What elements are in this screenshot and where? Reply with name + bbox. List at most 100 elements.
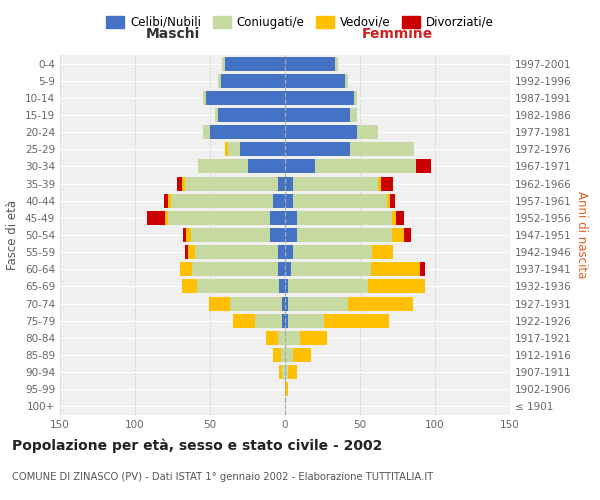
- Bar: [186, 228, 191, 242]
- Bar: [203, 91, 205, 105]
- Bar: [297, 211, 392, 225]
- Text: Maschi: Maschi: [145, 28, 200, 42]
- Bar: [404, 228, 411, 242]
- Bar: [285, 262, 291, 276]
- Bar: [277, 331, 285, 345]
- Bar: [177, 176, 182, 190]
- Bar: [288, 280, 367, 293]
- Bar: [282, 365, 285, 379]
- Bar: [255, 314, 282, 328]
- Bar: [392, 211, 396, 225]
- Bar: [415, 160, 431, 173]
- Text: Femmine: Femmine: [362, 28, 433, 42]
- Bar: [277, 262, 285, 276]
- Bar: [293, 194, 387, 207]
- Bar: [285, 365, 288, 379]
- Text: COMUNE DI ZINASCO (PV) - Dati ISTAT 1° gennaio 2002 - Elaborazione TUTTITALIA.IT: COMUNE DI ZINASCO (PV) - Dati ISTAT 1° g…: [12, 472, 433, 482]
- Bar: [293, 245, 372, 259]
- Bar: [285, 211, 297, 225]
- Bar: [297, 228, 392, 242]
- Bar: [183, 228, 186, 242]
- Bar: [288, 314, 324, 328]
- Bar: [182, 280, 197, 293]
- Bar: [349, 142, 414, 156]
- Bar: [293, 176, 378, 190]
- Bar: [279, 280, 285, 293]
- Bar: [282, 296, 285, 310]
- Bar: [168, 194, 171, 207]
- Bar: [381, 176, 393, 190]
- Bar: [372, 245, 393, 259]
- Bar: [392, 228, 404, 242]
- Bar: [197, 280, 279, 293]
- Bar: [285, 125, 357, 139]
- Bar: [315, 160, 415, 173]
- Bar: [273, 194, 285, 207]
- Bar: [191, 228, 270, 242]
- Bar: [285, 160, 315, 173]
- Bar: [357, 125, 378, 139]
- Bar: [285, 314, 288, 328]
- Bar: [420, 262, 425, 276]
- Bar: [225, 56, 285, 70]
- Bar: [228, 142, 240, 156]
- Bar: [233, 314, 255, 328]
- Bar: [371, 262, 420, 276]
- Bar: [387, 194, 390, 207]
- Bar: [285, 280, 288, 293]
- Bar: [324, 314, 389, 328]
- Bar: [270, 211, 285, 225]
- Bar: [288, 365, 297, 379]
- Bar: [285, 142, 349, 156]
- Bar: [163, 194, 168, 207]
- Bar: [171, 194, 273, 207]
- Bar: [277, 245, 285, 259]
- Bar: [203, 125, 210, 139]
- Y-axis label: Fasce di età: Fasce di età: [7, 200, 19, 270]
- Bar: [221, 74, 285, 88]
- Text: Popolazione per età, sesso e stato civile - 2002: Popolazione per età, sesso e stato civil…: [12, 438, 382, 453]
- Bar: [288, 296, 348, 310]
- Bar: [182, 176, 185, 190]
- Bar: [198, 160, 248, 173]
- Bar: [265, 331, 277, 345]
- Bar: [218, 108, 285, 122]
- Bar: [285, 194, 293, 207]
- Legend: Celibi/Nubili, Coniugati/e, Vedovi/e, Divorziati/e: Celibi/Nubili, Coniugati/e, Vedovi/e, Di…: [101, 11, 499, 34]
- Bar: [185, 245, 187, 259]
- Bar: [285, 74, 345, 88]
- Bar: [225, 142, 228, 156]
- Bar: [165, 211, 168, 225]
- Bar: [277, 176, 285, 190]
- Bar: [180, 262, 192, 276]
- Bar: [195, 245, 277, 259]
- Bar: [229, 296, 282, 310]
- Bar: [285, 56, 335, 70]
- Bar: [285, 348, 293, 362]
- Bar: [291, 262, 371, 276]
- Bar: [300, 331, 327, 345]
- Bar: [335, 56, 337, 70]
- Bar: [282, 314, 285, 328]
- Bar: [187, 245, 195, 259]
- Bar: [285, 228, 297, 242]
- Bar: [273, 348, 281, 362]
- Bar: [215, 108, 218, 122]
- Bar: [281, 348, 285, 362]
- Bar: [285, 108, 349, 122]
- Bar: [285, 296, 288, 310]
- Bar: [390, 194, 395, 207]
- Bar: [285, 176, 293, 190]
- Bar: [285, 91, 354, 105]
- Bar: [293, 348, 311, 362]
- Y-axis label: Anni di nascita: Anni di nascita: [575, 192, 588, 278]
- Bar: [210, 125, 285, 139]
- Bar: [147, 211, 165, 225]
- Bar: [192, 262, 277, 276]
- Bar: [240, 142, 285, 156]
- Bar: [348, 296, 413, 310]
- Bar: [349, 108, 357, 122]
- Bar: [345, 74, 348, 88]
- Bar: [218, 74, 221, 88]
- Bar: [168, 211, 270, 225]
